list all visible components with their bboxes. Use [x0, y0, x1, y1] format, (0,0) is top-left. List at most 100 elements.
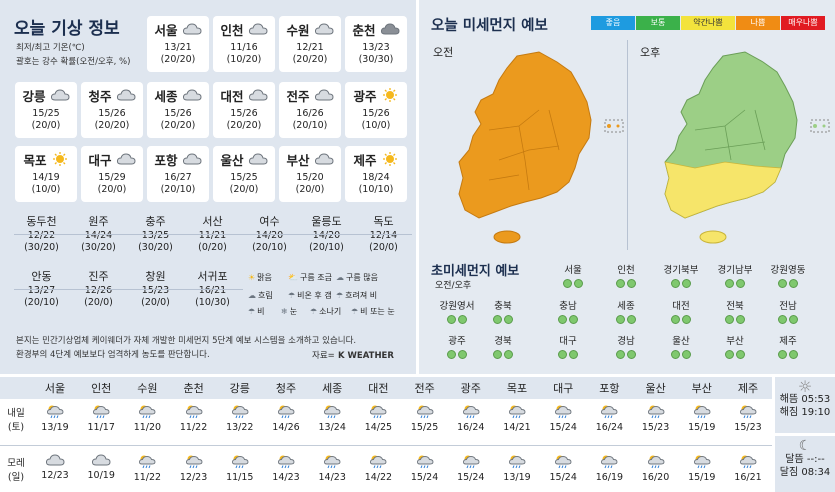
- weather-icon: [174, 453, 214, 472]
- pm-dot: [627, 279, 636, 288]
- am-dot: [725, 350, 734, 359]
- am-dot: [725, 315, 734, 324]
- city-pop: (20/20): [160, 120, 196, 131]
- dust-title: 오늘 미세먼지 예보: [431, 18, 548, 34]
- town-name: 충주: [145, 215, 166, 228]
- pm-dot: [504, 315, 513, 324]
- forecast-cell: 16/24: [589, 403, 629, 433]
- city-name: 서울: [154, 23, 178, 38]
- weather-icon: [728, 403, 768, 422]
- forecast-table: 서울 인천 수원 춘천 강릉 청주 세종 대전 전주 광주 목포 대구 포항 울산 부산 제주 내일 (토) 모…: [0, 377, 835, 492]
- town-temp: 12/14: [369, 230, 398, 241]
- level-badge: 보통: [636, 16, 680, 30]
- city-name: 청주: [88, 89, 112, 104]
- city-name: 세종: [154, 89, 178, 104]
- city-pop: (20/0): [295, 184, 325, 195]
- forecast-cell: 15/24: [543, 403, 583, 433]
- region-cell: 충북: [477, 298, 529, 327]
- town-temp: 12/26: [84, 285, 113, 296]
- weather-icon: [35, 453, 75, 470]
- note-line-2: 환경부의 4단계 예보보다 엄격하게 농도를 판단합니다.: [16, 350, 210, 360]
- weather-icon: [682, 453, 722, 472]
- weather-icon: [127, 403, 167, 422]
- weather-icon: [174, 403, 214, 422]
- town-name: 서귀포: [197, 270, 228, 283]
- am-dot: [447, 350, 456, 359]
- city-card: 울산 15/25 (20/0): [213, 146, 275, 202]
- kweather-logo: K WEATHER: [338, 351, 394, 361]
- town-name: 원주: [88, 215, 109, 228]
- am-dot: [616, 279, 625, 288]
- region-name: 강원영서: [439, 301, 475, 312]
- town-pop: (0/20): [198, 242, 227, 253]
- forecast-city: 수원: [137, 382, 158, 395]
- weather-icon: [405, 453, 445, 472]
- forecast-city: 서울: [44, 382, 66, 395]
- pm-dot: [458, 350, 467, 359]
- town-pop: (20/0): [369, 242, 398, 253]
- city-pop: (10/20): [226, 54, 262, 65]
- city-pop: (10/10): [358, 184, 394, 195]
- forecast-city: 춘천: [183, 382, 204, 395]
- town-pop: (30/20): [138, 242, 173, 253]
- city-name: 전주: [286, 89, 310, 104]
- town-temp: 14/20: [312, 230, 341, 241]
- pm-label: 오후: [640, 46, 661, 59]
- forecast-cell: 16/20: [636, 453, 676, 483]
- region-name: 경남: [617, 336, 635, 347]
- cloud-icon: [380, 22, 400, 40]
- weather-icon: [405, 403, 445, 422]
- city-pop: (30/30): [358, 54, 394, 65]
- level-badge: 나쁨: [736, 16, 780, 30]
- pm-dot: [682, 279, 691, 288]
- pm-dust-map: [664, 51, 830, 244]
- town-pop: (20/10): [24, 297, 59, 308]
- forecast-cell: 10/19: [81, 453, 121, 481]
- legend-item: ☂ 흐려져 비: [336, 291, 378, 300]
- town-name: 안동: [31, 270, 52, 283]
- weather-panel: 오늘 기상 정보 최저/최고 기온(℃) 괄호는 강수 확률(오전/오후, %)…: [0, 0, 416, 374]
- region-cell: 경기남부: [709, 262, 761, 291]
- city-pop: (20/20): [160, 54, 196, 65]
- weather-icon: [266, 403, 306, 422]
- forecast-city: 청주: [275, 382, 297, 395]
- region-cell: 대구: [542, 333, 594, 362]
- forecast-city: 울산: [645, 382, 666, 395]
- level-badge: 매우나쁨: [781, 16, 825, 30]
- forecast-city: 강릉: [229, 382, 250, 395]
- forecast-cell: 15/24: [405, 453, 445, 483]
- town-temp: 13/25: [141, 230, 170, 241]
- weather-icon: [497, 403, 537, 422]
- cloud-icon: [248, 88, 268, 106]
- city-temp: 15/20: [296, 172, 324, 183]
- forecast-city: 대구: [553, 382, 574, 395]
- weather-icon: [682, 403, 722, 422]
- city-temp: 13/23: [362, 42, 390, 53]
- pm-dot: [789, 279, 798, 288]
- forecast-cell: 13/19: [35, 403, 75, 433]
- town-pop: (20/0): [141, 297, 170, 308]
- sunrise: 해뜸 05:53: [779, 394, 831, 405]
- region-name: 강원영동: [770, 265, 806, 276]
- region-name: 제주: [779, 336, 797, 347]
- city-card: 대전 15/26 (20/20): [213, 82, 275, 138]
- town-cell: 여수 14/20 (20/10): [242, 216, 297, 254]
- cloud-icon: [182, 152, 202, 170]
- cloud-icon: [248, 152, 268, 170]
- city-temp: 15/29: [98, 172, 126, 183]
- forecast-cell: 14/26: [266, 403, 306, 433]
- town-pop: (10/30): [195, 297, 230, 308]
- forecast-cell: 12/23: [35, 453, 75, 481]
- legend-item: ☁ 구름 많음: [336, 273, 378, 282]
- region-cell: 서울: [547, 262, 599, 291]
- city-card: 대구 15/29 (20/0): [81, 146, 143, 202]
- region-cell: 광주: [431, 333, 483, 362]
- region-name: 경기북부: [663, 265, 699, 276]
- city-card: 청주 15/26 (20/20): [81, 82, 143, 138]
- weather-icon: [220, 403, 260, 422]
- town-cell: 울릉도 14/20 (20/10): [299, 216, 354, 254]
- city-temp: 14/19: [32, 172, 60, 183]
- note-line-1: 본지는 민간기상업체 케이웨더가 자체 개발한 미세먼지 5단계 예보 시스템을…: [16, 336, 357, 346]
- am-dot: [558, 350, 567, 359]
- am-dot: [671, 315, 680, 324]
